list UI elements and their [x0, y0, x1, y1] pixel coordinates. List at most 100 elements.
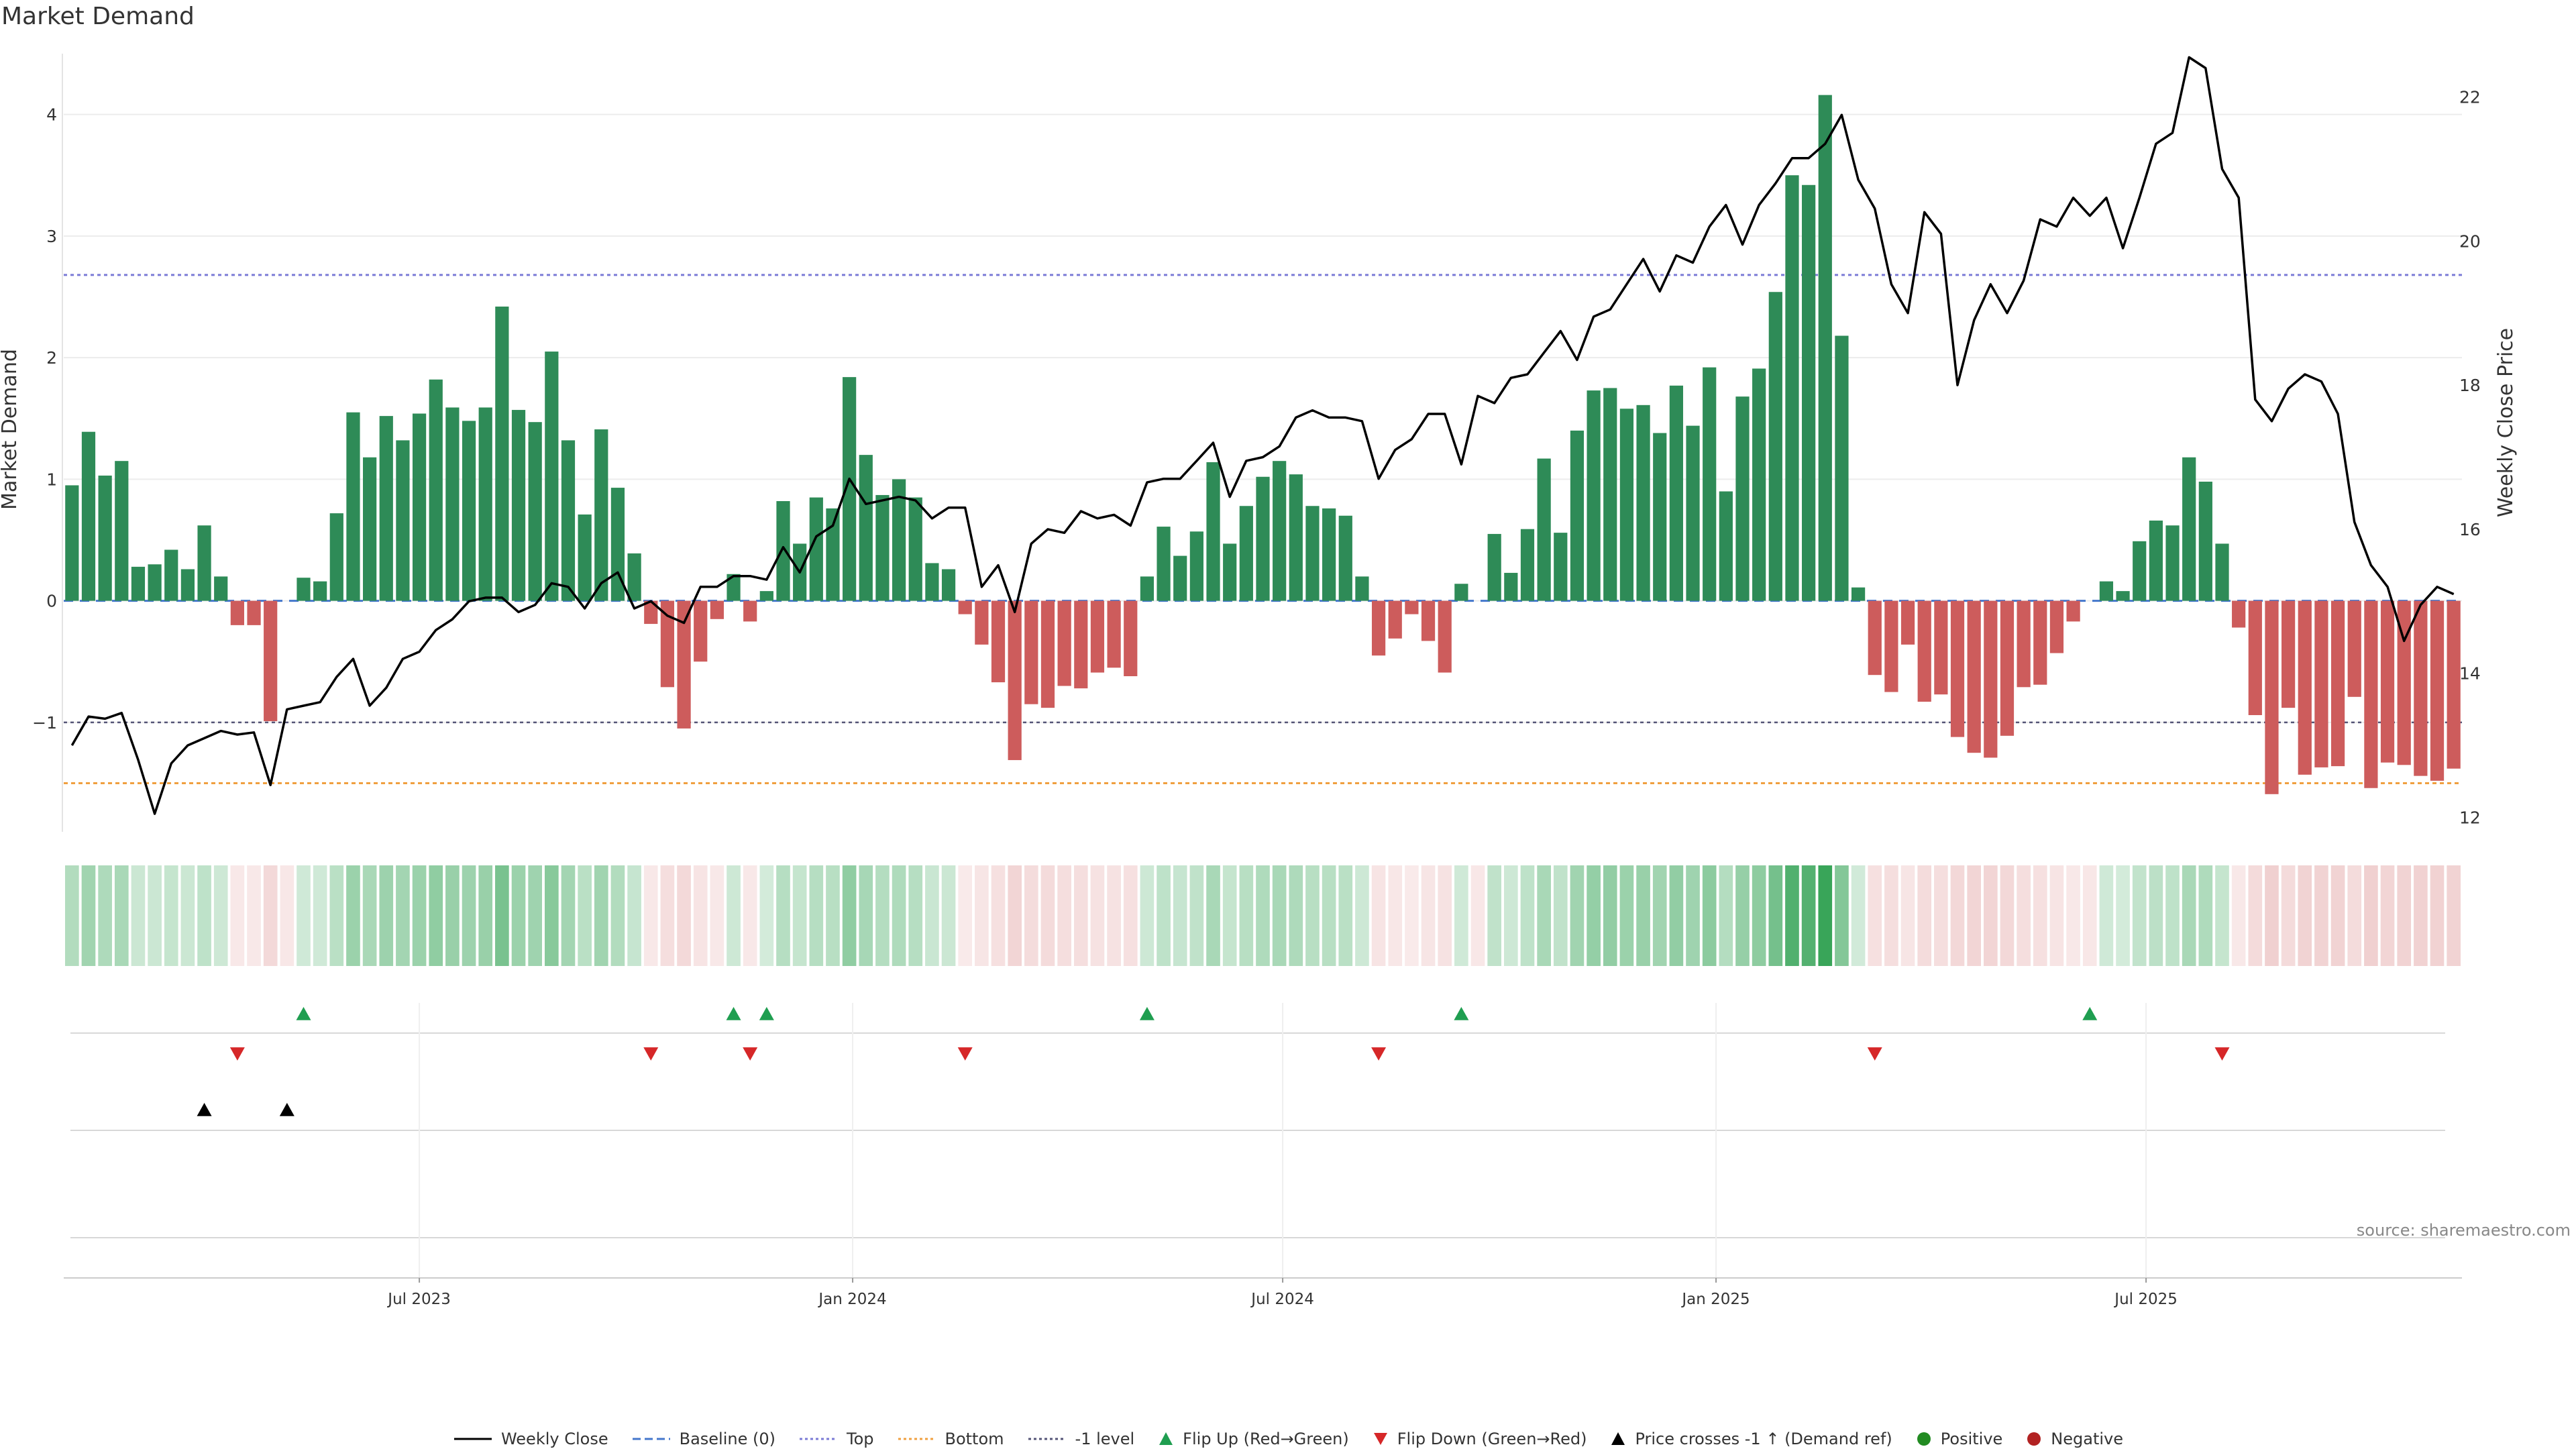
legend-swatch [1373, 1433, 1387, 1445]
heat-strip-cell [1818, 865, 1833, 966]
heat-strip-cell [1669, 865, 1684, 966]
legend-item: Bottom [897, 1430, 1004, 1448]
triangle-up-marker [279, 1103, 294, 1116]
demand-bar [594, 429, 608, 601]
heat-strip-cell [2430, 865, 2445, 966]
demand-bar [1421, 600, 1436, 641]
heat-strip-cell [1752, 865, 1766, 966]
triangle-down-marker [1867, 1047, 1882, 1061]
demand-bar [2430, 600, 2445, 781]
triangle-down-marker [643, 1047, 659, 1061]
demand-bar [1388, 600, 1402, 639]
heat-strip-cell [2182, 865, 2196, 966]
triangle-down-marker [2214, 1047, 2230, 1061]
legend-item: Baseline (0) [631, 1430, 775, 1448]
weekly-close-line [70, 56, 2455, 815]
heat-strip-cell [1438, 865, 1452, 966]
legend-swatch [2027, 1432, 2041, 1446]
event-markers [70, 1003, 2445, 1278]
heat-strip-cell [1140, 865, 1155, 966]
demand-bar [1537, 458, 1551, 601]
demand-bar [859, 455, 873, 601]
heat-strip-cell [1272, 865, 1287, 966]
heat-strip-cell [65, 865, 79, 966]
heat-strip-cell [941, 865, 956, 966]
y-tick-label: 4 [46, 105, 57, 125]
demand-bar [214, 576, 228, 601]
demand-bar [65, 485, 79, 601]
demand-bar [925, 563, 939, 601]
demand-bar [1057, 600, 1071, 686]
heat-strip-cell [2149, 865, 2163, 966]
heat-strip-cell [1768, 865, 1783, 966]
heat-strip-cell [1421, 865, 1436, 966]
legend-item: Price crosses -1 ↑ (Demand ref) [1609, 1430, 1892, 1448]
demand-bar [776, 501, 790, 601]
demand-bar [1140, 576, 1155, 601]
legend-label: Bottom [945, 1430, 1004, 1448]
demand-bar [1189, 531, 1203, 601]
heat-strip-cell [1785, 865, 1799, 966]
legend-swatch [1611, 1432, 1625, 1445]
heat-strip-cell [2000, 865, 2015, 966]
triangle-up-marker [2082, 1007, 2098, 1020]
demand-bar [610, 488, 625, 601]
heat-strip-cell [1338, 865, 1353, 966]
demand-bar [445, 407, 460, 601]
demand-bar [2447, 600, 2461, 769]
demand-bar [2033, 600, 2047, 685]
heat-strip-cell [263, 865, 278, 966]
demand-bar [644, 600, 658, 625]
demand-bar [1273, 461, 1287, 601]
heat-strip-cell [462, 865, 476, 966]
heat-strip-cell [1090, 865, 1105, 966]
demand-bar [826, 508, 840, 601]
demand-bar [908, 497, 922, 601]
legend-label: Flip Up (Red→Green) [1183, 1430, 1349, 1448]
heat-strip-cell [1636, 865, 1650, 966]
heat-strip-cell [1603, 865, 1617, 966]
y2-tick-label: 16 [2459, 520, 2481, 539]
heat-strip-cell [2082, 865, 2097, 966]
heat-strip-cell [875, 865, 890, 966]
heat-strip-cell [1719, 865, 1733, 966]
demand-bar [346, 412, 360, 601]
legend-label: Baseline (0) [679, 1430, 775, 1448]
demand-bar [363, 457, 377, 601]
heat-strip-cell [2364, 865, 2378, 966]
heat-strip-cell [2017, 865, 2031, 966]
heat-strip-cell [1652, 865, 1667, 966]
triangle-down-marker [229, 1047, 245, 1061]
demand-bar [1934, 600, 1948, 695]
triangle-up-marker [1139, 1007, 1155, 1020]
triangle-down-marker [743, 1047, 758, 1061]
heat-strip-cell [859, 865, 873, 966]
legend-label: Top [847, 1430, 874, 1448]
heat-strip-cell [148, 865, 162, 966]
demand-bar [1487, 533, 1501, 601]
demand-bar [1008, 600, 1022, 761]
x-tick-label: Jul 2025 [2113, 1291, 2178, 1308]
heat-strip-cell [561, 865, 576, 966]
heat-strip-cell [197, 865, 211, 966]
demand-bar [1653, 433, 1667, 601]
heat-strip-cell [2397, 865, 2412, 966]
demand-bar [1438, 600, 1452, 673]
heat-strip-cell [2215, 865, 2229, 966]
demand-bar [1802, 184, 1816, 601]
demand-bar [1735, 396, 1750, 601]
heat-strip-cell [1851, 865, 1866, 966]
demand-bar [1785, 175, 1799, 601]
demand-bar [1603, 388, 1617, 601]
heat-strip-cell [1173, 865, 1187, 966]
heat-strip-cell [826, 865, 840, 966]
heat-strip-cell [1239, 865, 1254, 966]
demand-bar [875, 494, 890, 601]
heat-strip-cell [1189, 865, 1204, 966]
demand-bar [81, 431, 96, 601]
demand-bar [2232, 600, 2246, 628]
heat-strip-cell [1355, 865, 1369, 966]
heat-strip-cell [1917, 865, 1932, 966]
heat-strip-cell [1835, 865, 1849, 966]
demand-bar [743, 600, 757, 622]
